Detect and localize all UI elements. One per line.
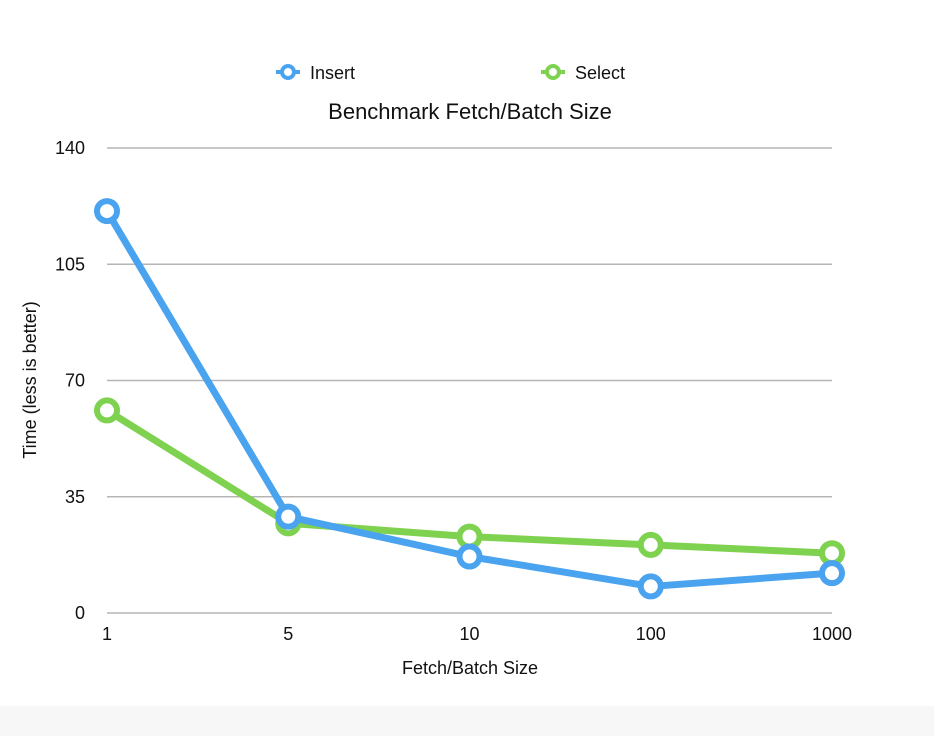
x-tick-label: 1000	[812, 624, 852, 644]
series-select	[94, 397, 845, 567]
x-axis-label: Fetch/Batch Size	[402, 658, 538, 678]
x-tick-label: 5	[283, 624, 293, 644]
legend-marker	[280, 64, 296, 80]
data-point-insert	[94, 198, 120, 225]
x-tick-label: 100	[636, 624, 666, 644]
x-axis-ticks: 1 5 10 100 1000	[102, 624, 852, 644]
gridlines	[107, 147, 832, 614]
data-point-select	[637, 531, 664, 558]
legend-item-insert: Insert	[276, 63, 355, 83]
y-axis-ticks: 0 35 70 105 140	[55, 138, 85, 623]
data-point-select	[94, 397, 120, 424]
x-tick-label: 1	[102, 624, 112, 644]
legend-label: Insert	[310, 63, 355, 83]
series-group	[94, 198, 845, 600]
y-tick-label: 140	[55, 138, 85, 158]
y-axis-label: Time (less is better)	[20, 301, 40, 458]
data-point-insert	[456, 543, 483, 570]
y-tick-label: 0	[75, 603, 85, 623]
data-point-insert	[637, 573, 664, 600]
legend-label: Select	[575, 63, 625, 83]
series-insert	[94, 198, 845, 600]
legend-item-select: Select	[541, 63, 625, 83]
legend-marker	[545, 64, 561, 80]
y-tick-label: 70	[65, 371, 85, 391]
data-point-insert	[275, 503, 302, 530]
chart-title: Benchmark Fetch/Batch Size	[328, 99, 612, 124]
legend: Insert Select	[276, 63, 625, 83]
x-tick-label: 10	[459, 624, 479, 644]
y-tick-label: 105	[55, 254, 85, 274]
data-point-insert	[819, 560, 845, 587]
y-tick-label: 35	[65, 487, 85, 507]
bottom-band	[0, 706, 934, 736]
